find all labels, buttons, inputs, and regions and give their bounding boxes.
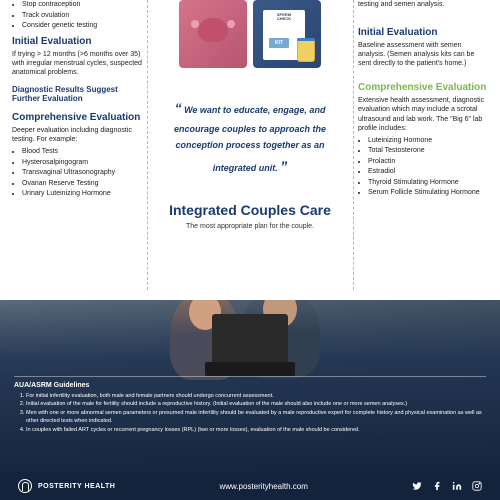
initial-eval-title-left: Initial Evaluation xyxy=(12,36,142,47)
pre-conception-list: Stop contraception Track ovulation Consi… xyxy=(12,0,142,32)
diagnostic-results-label: Diagnostic Results Suggest Further Evalu… xyxy=(12,85,142,104)
brand-logo[interactable]: POSTERITY HEALTH xyxy=(18,479,115,493)
comprehensive-body-left: Deeper evaluation including diagnostic t… xyxy=(12,126,142,144)
integrated-care-subtitle: The most appropriate plan for the couple… xyxy=(186,222,314,231)
list-item: Track ovulation xyxy=(22,11,142,22)
male-column: testing and semen analysis. Initial Eval… xyxy=(350,0,500,300)
list-item: Serum Follicle Stimulating Hormone xyxy=(368,188,488,199)
center-column: “ We want to educate, engage, and encour… xyxy=(150,0,350,300)
laptop-icon xyxy=(205,362,295,376)
guidelines-list: For initial infertility evaluation, both… xyxy=(14,393,486,434)
instagram-icon[interactable] xyxy=(472,481,482,491)
website-url[interactable]: www.posterityhealth.com xyxy=(219,482,307,491)
infographic-container: Stop contraception Track ovulation Consi… xyxy=(0,0,500,500)
quote-text: We want to educate, engage, and encourag… xyxy=(174,105,326,173)
comprehensive-title-left: Comprehensive Evaluation xyxy=(12,112,142,123)
initial-eval-body-left: If trying > 12 months (>6 months over 35… xyxy=(12,50,142,77)
list-item: Total Testosterone xyxy=(368,146,488,157)
illustration-row xyxy=(179,0,321,68)
initial-eval-body-right: Baseline assessment with semen analysis.… xyxy=(358,41,488,68)
list-item: Estradiol xyxy=(368,167,488,178)
list-item: Ovarian Reserve Testing xyxy=(22,179,142,190)
guideline-item: Initial evaluation of the male for ferti… xyxy=(26,401,486,409)
top-section: Stop contraception Track ovulation Consi… xyxy=(0,0,500,300)
list-item: Prolactin xyxy=(368,157,488,168)
list-item: Urinary Luteinizing Hormone xyxy=(22,189,142,200)
list-item: Luteinizing Hormone xyxy=(368,136,488,147)
comprehensive-list-right: Luteinizing Hormone Total Testosterone P… xyxy=(358,136,488,199)
facebook-icon[interactable] xyxy=(432,481,442,491)
list-item: Thyroid Stimulating Hormone xyxy=(368,178,488,189)
open-quote-icon: “ xyxy=(175,100,182,116)
list-item: Transvaginal Ultrasonography xyxy=(22,168,142,179)
guidelines-block: AUA/ASRM Guidelines For initial infertil… xyxy=(14,376,486,435)
guidelines-title: AUA/ASRM Guidelines xyxy=(14,376,486,391)
guideline-item: Men with one or more abnormal semen para… xyxy=(26,410,486,425)
female-column: Stop contraception Track ovulation Consi… xyxy=(0,0,150,300)
comprehensive-body-right: Extensive health assessment, diagnostic … xyxy=(358,96,488,132)
top-body-right: testing and semen analysis. xyxy=(358,0,488,9)
twitter-icon[interactable] xyxy=(412,481,422,491)
list-item: Blood Tests xyxy=(22,147,142,158)
integrated-care-title: Integrated Couples Care xyxy=(169,203,331,218)
close-quote-icon: ” xyxy=(280,158,287,174)
guideline-item: In couples with failed ART cycles or rec… xyxy=(26,427,486,435)
comprehensive-list-left: Blood Tests Hysterosalpingogram Transvag… xyxy=(12,147,142,200)
brand-name: POSTERITY HEALTH xyxy=(38,483,115,490)
list-item: Hysterosalpingogram xyxy=(22,158,142,169)
comprehensive-title-right: Comprehensive Evaluation xyxy=(358,82,488,93)
sperm-check-kit-illustration xyxy=(253,0,321,68)
guideline-item: For initial infertility evaluation, both… xyxy=(26,393,486,401)
female-anatomy-illustration xyxy=(179,0,247,68)
social-links xyxy=(412,481,482,491)
logo-mark-icon xyxy=(18,479,32,493)
list-item: Consider genetic testing xyxy=(22,21,142,32)
footer-bar: POSTERITY HEALTH www.posterityhealth.com xyxy=(0,472,500,500)
initial-eval-title-right: Initial Evaluation xyxy=(358,27,488,38)
couple-photo-section: AUA/ASRM Guidelines For initial infertil… xyxy=(0,300,500,472)
pull-quote: “ We want to educate, engage, and encour… xyxy=(158,88,342,187)
linkedin-icon[interactable] xyxy=(452,481,462,491)
list-item: Stop contraception xyxy=(22,0,142,11)
specimen-cup-icon xyxy=(297,40,315,62)
